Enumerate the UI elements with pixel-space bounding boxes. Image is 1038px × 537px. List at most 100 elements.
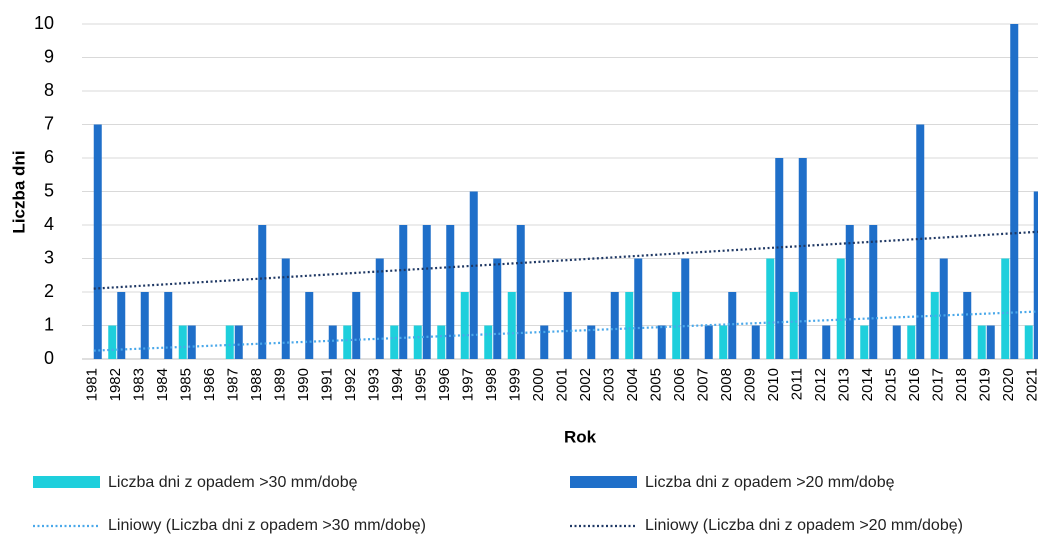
bar bbox=[140, 292, 149, 359]
bar bbox=[413, 325, 422, 359]
x-axis-label: Rok bbox=[564, 427, 597, 446]
bar bbox=[930, 292, 939, 359]
bar bbox=[625, 292, 634, 359]
legend-swatch bbox=[33, 476, 100, 488]
x-tick-label: 1988 bbox=[248, 368, 265, 401]
trendline bbox=[93, 310, 1038, 352]
bar bbox=[563, 292, 572, 359]
bar bbox=[484, 325, 493, 359]
bar bbox=[540, 325, 549, 359]
trendline bbox=[93, 230, 1038, 290]
x-tick-label: 2001 bbox=[554, 368, 571, 401]
y-tick-label: 10 bbox=[34, 13, 54, 33]
legend-label: Liniowy (Liczba dni z opadem >30 mm/dobę… bbox=[108, 517, 426, 534]
bar bbox=[751, 325, 760, 359]
x-tick-label: 1987 bbox=[225, 368, 242, 401]
bar bbox=[963, 292, 972, 359]
legend-label: Liniowy (Liczba dni z opadem >20 mm/dobę… bbox=[645, 517, 963, 534]
x-tick-label: 1994 bbox=[389, 368, 406, 401]
bar bbox=[117, 292, 126, 359]
bar bbox=[798, 158, 807, 359]
x-tick-label: 2003 bbox=[601, 368, 618, 401]
x-tick-label: 2020 bbox=[1000, 368, 1017, 401]
y-tick-label: 1 bbox=[44, 314, 54, 334]
y-tick-label: 6 bbox=[44, 147, 54, 167]
y-tick-label: 0 bbox=[44, 348, 54, 368]
x-tick-label: 2021 bbox=[1024, 368, 1038, 401]
bar bbox=[93, 124, 102, 359]
bar bbox=[728, 292, 737, 359]
x-tick-label: 1983 bbox=[131, 368, 148, 401]
x-tick-label: 2019 bbox=[977, 368, 994, 401]
bar bbox=[836, 258, 845, 359]
bar bbox=[587, 325, 596, 359]
x-tick-label: 1996 bbox=[436, 368, 453, 401]
x-tick-label: 2016 bbox=[906, 368, 923, 401]
x-tick-label: 2007 bbox=[695, 368, 712, 401]
x-tick-label: 2012 bbox=[812, 368, 829, 401]
bar bbox=[704, 325, 713, 359]
bar bbox=[860, 325, 869, 359]
x-tick-label: 1982 bbox=[107, 368, 124, 401]
x-tick-label: 2017 bbox=[930, 368, 947, 401]
bar bbox=[422, 225, 431, 359]
x-tick-label: 2002 bbox=[577, 368, 594, 401]
bar bbox=[977, 325, 986, 359]
y-tick-label: 3 bbox=[44, 247, 54, 267]
bar bbox=[907, 325, 916, 359]
x-tick-label: 2009 bbox=[742, 368, 759, 401]
bar bbox=[634, 258, 643, 359]
bar bbox=[672, 292, 681, 359]
x-tick-label: 1997 bbox=[460, 368, 477, 401]
bar bbox=[460, 292, 469, 359]
legend-swatch bbox=[570, 476, 637, 488]
x-tick-label: 1993 bbox=[366, 368, 383, 401]
x-tick-label: 2006 bbox=[671, 368, 688, 401]
x-tick-label: 2008 bbox=[718, 368, 735, 401]
x-tick-label: 2018 bbox=[953, 368, 970, 401]
bar bbox=[164, 292, 173, 359]
x-tick-label: 2011 bbox=[789, 368, 806, 400]
x-tick-label: 1985 bbox=[178, 368, 195, 401]
bar bbox=[493, 258, 502, 359]
bar bbox=[469, 191, 478, 359]
y-tick-label: 7 bbox=[44, 113, 54, 133]
bar bbox=[178, 325, 187, 359]
bar bbox=[446, 225, 455, 359]
y-tick-label: 9 bbox=[44, 46, 54, 66]
bar bbox=[390, 325, 399, 359]
bar bbox=[281, 258, 290, 359]
x-tick-label: 1986 bbox=[201, 368, 218, 401]
legend-label: Liczba dni z opadem >30 mm/dobę bbox=[108, 474, 358, 491]
bar bbox=[234, 325, 243, 359]
x-tick-label: 1989 bbox=[272, 368, 289, 401]
x-tick-label: 1995 bbox=[413, 368, 430, 401]
bar bbox=[775, 158, 784, 359]
x-tick-label: 2010 bbox=[765, 368, 782, 401]
bar bbox=[375, 258, 384, 359]
x-tick-label: 1981 bbox=[84, 368, 101, 401]
y-tick-label: 2 bbox=[44, 281, 54, 301]
bar bbox=[916, 124, 925, 359]
bar bbox=[108, 325, 117, 359]
bar bbox=[399, 225, 408, 359]
bar bbox=[258, 225, 267, 359]
bar bbox=[1033, 191, 1038, 359]
bar bbox=[1024, 325, 1033, 359]
x-tick-label: 1992 bbox=[342, 368, 359, 401]
bar bbox=[789, 292, 798, 359]
bar bbox=[610, 292, 619, 359]
bar bbox=[822, 325, 831, 359]
x-tick-label: 1998 bbox=[483, 368, 500, 401]
x-tick-label: 2013 bbox=[836, 368, 853, 401]
bar bbox=[869, 225, 878, 359]
x-tick-label: 2004 bbox=[624, 368, 641, 401]
bar bbox=[1010, 24, 1019, 359]
x-tick-label: 2014 bbox=[859, 368, 876, 401]
bar bbox=[328, 325, 337, 359]
bar bbox=[892, 325, 901, 359]
bar bbox=[1001, 258, 1010, 359]
x-tick-label: 1984 bbox=[154, 368, 171, 401]
bar bbox=[845, 225, 854, 359]
